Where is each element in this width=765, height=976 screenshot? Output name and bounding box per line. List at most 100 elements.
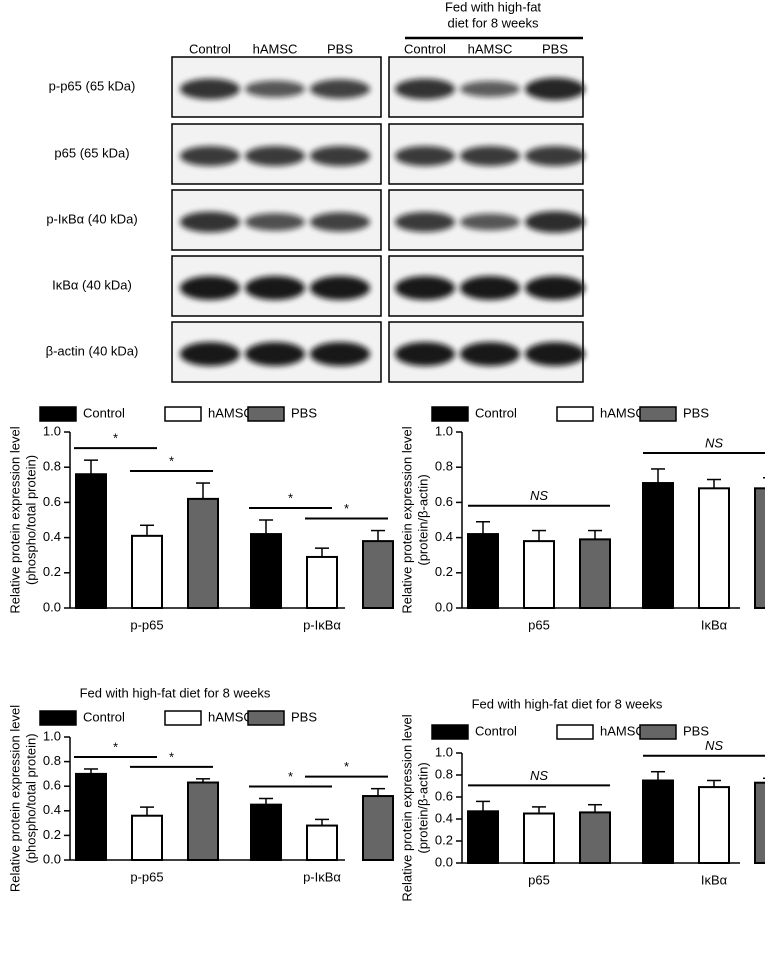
significance-label: * <box>344 501 349 516</box>
band <box>395 146 455 166</box>
legend-label: PBS <box>291 405 317 420</box>
y-tick-label: 0.2 <box>435 832 453 847</box>
y-tick-label: 0.6 <box>435 788 453 803</box>
x-tick-label: p65 <box>528 872 550 887</box>
y-tick-label: 0.0 <box>43 851 61 866</box>
bar <box>523 540 555 609</box>
y-tick-label: 0.2 <box>435 564 453 579</box>
bar <box>523 812 555 864</box>
bar <box>467 533 499 610</box>
western-blot: Fed with high-fat diet for 8 weeks <box>405 0 583 40</box>
legend-label: Control <box>475 405 517 420</box>
legend-label: PBS <box>291 709 317 724</box>
band <box>525 146 585 166</box>
bar <box>75 473 107 609</box>
significance-label: * <box>288 769 293 784</box>
bar <box>306 824 338 861</box>
row-label: p-IκBα (40 kDa) <box>46 211 137 226</box>
y-tick-label: 0.0 <box>435 854 453 869</box>
column-label: Control <box>404 41 446 56</box>
band <box>310 146 370 166</box>
legend-swatch <box>431 406 469 422</box>
band <box>460 276 520 300</box>
legend-label: PBS <box>683 405 709 420</box>
y-tick-label: 0.4 <box>435 529 453 544</box>
band <box>310 342 370 366</box>
legend-swatch <box>431 724 469 740</box>
y-tick-label: 0.0 <box>435 599 453 614</box>
legend-label: hAMSC <box>208 405 253 420</box>
significance-label: * <box>113 739 118 754</box>
bar <box>698 786 730 864</box>
bar <box>362 795 394 861</box>
bar <box>754 487 765 610</box>
bar <box>187 781 219 862</box>
y-tick-label: 0.8 <box>435 459 453 474</box>
legend-swatch <box>164 406 202 422</box>
column-label: hAMSC <box>253 41 298 56</box>
y-axis-label: (phospho/total protein) <box>23 733 38 863</box>
legend-swatch <box>556 406 594 422</box>
significance-label: * <box>169 749 174 764</box>
x-tick-label: p65 <box>528 617 550 632</box>
y-tick-label: 0.6 <box>43 778 61 793</box>
y-axis-label: (protein/β-actin) <box>415 762 430 853</box>
blot-header: diet for 8 weeks <box>447 15 539 30</box>
significance-label: NS <box>530 488 548 503</box>
band <box>310 276 370 300</box>
y-tick-label: 0.8 <box>43 753 61 768</box>
band <box>460 81 520 97</box>
bar <box>131 814 163 861</box>
y-axis-label: Relative protein expression level <box>399 714 414 901</box>
band <box>525 211 585 233</box>
band <box>180 342 240 366</box>
legend-swatch <box>639 406 677 422</box>
band <box>395 276 455 300</box>
bar <box>698 487 730 610</box>
x-tick-label: p-p65 <box>130 869 163 884</box>
significance-label: NS <box>705 435 723 450</box>
bar <box>642 482 674 610</box>
band <box>245 146 305 166</box>
blot-header: Fed with high-fat <box>445 0 541 14</box>
band <box>310 212 370 232</box>
band <box>395 212 455 232</box>
legend-swatch <box>164 710 202 726</box>
significance-label: NS <box>530 768 548 783</box>
y-tick-label: 0.0 <box>43 599 61 614</box>
bar <box>75 772 107 862</box>
significance-label: * <box>288 490 293 505</box>
significance-label: * <box>113 431 118 446</box>
y-tick-label: 1.0 <box>435 423 453 438</box>
y-tick-label: 1.0 <box>435 744 453 759</box>
bar <box>467 810 499 864</box>
y-tick-label: 0.6 <box>435 494 453 509</box>
column-label: hAMSC <box>468 41 513 56</box>
band <box>180 211 240 233</box>
y-tick-label: 0.4 <box>43 802 61 817</box>
bar <box>754 781 765 865</box>
y-tick-label: 1.0 <box>43 728 61 743</box>
band <box>310 79 370 99</box>
x-tick-label: p-IκBα <box>303 869 341 884</box>
y-tick-label: 0.8 <box>43 459 61 474</box>
legend-label: PBS <box>683 723 709 738</box>
legend-swatch <box>247 710 285 726</box>
band <box>525 276 585 300</box>
legend-swatch <box>39 406 77 422</box>
bar <box>642 779 674 864</box>
band <box>525 77 585 101</box>
x-tick-label: p-p65 <box>130 617 163 632</box>
y-tick-label: 0.6 <box>43 494 61 509</box>
legend-label: hAMSC <box>208 709 253 724</box>
band <box>395 78 455 100</box>
y-tick-label: 0.4 <box>435 810 453 825</box>
legend-swatch <box>639 724 677 740</box>
row-label: p65 (65 kDa) <box>54 145 129 160</box>
legend-label: hAMSC <box>600 723 645 738</box>
band <box>525 342 585 366</box>
band <box>460 213 520 231</box>
band <box>460 146 520 166</box>
bar <box>187 497 219 610</box>
